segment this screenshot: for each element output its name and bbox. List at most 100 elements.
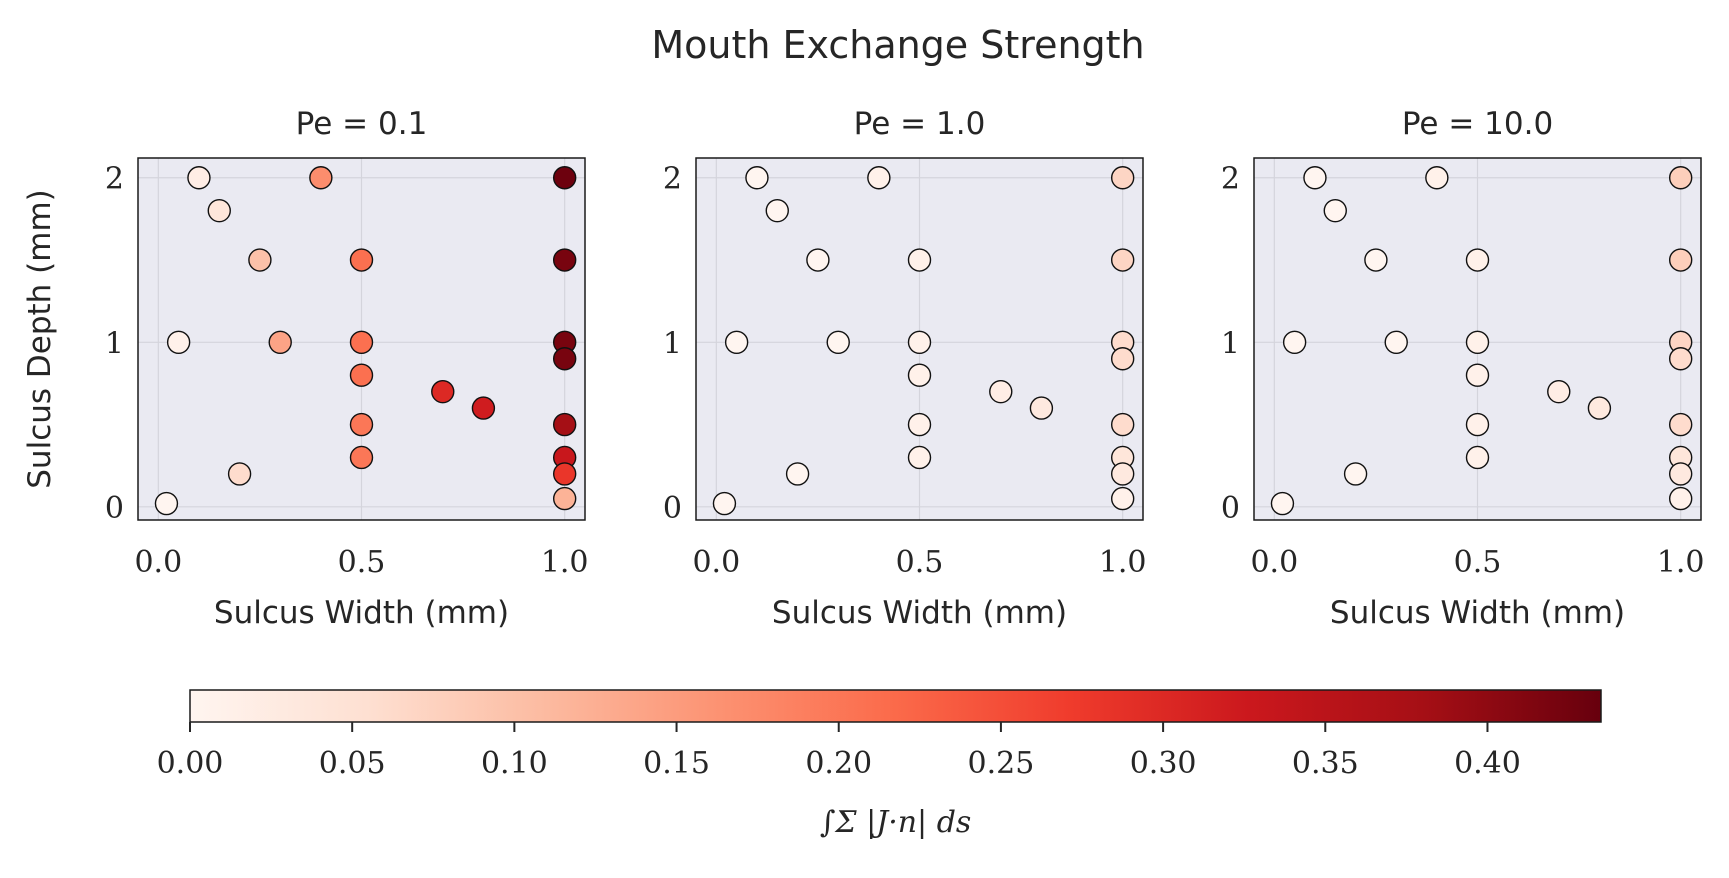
scatter-point: [907, 412, 932, 437]
scatter-point: [1465, 363, 1490, 387]
scatter-point: [907, 363, 932, 387]
colorbar-tick-label: 0.35: [1292, 746, 1359, 781]
scatter-point: [227, 462, 252, 486]
scatter-point: [765, 198, 789, 223]
y-tick-label: 0: [105, 491, 124, 526]
scatter-point: [349, 412, 374, 437]
axes-frame: [1253, 157, 1702, 521]
scatter-point: [1110, 347, 1135, 371]
y-tick-label: 1: [663, 326, 682, 361]
scatter-point: [907, 445, 932, 470]
panel-title: Pe = 1.0: [854, 106, 986, 142]
scatter-point: [1110, 412, 1135, 437]
scatter-point: [1270, 491, 1295, 516]
x-tick-label: 0.5: [896, 545, 944, 580]
y-tick-label: 0: [663, 491, 682, 526]
scatter-point: [1668, 462, 1693, 486]
scatter-point: [1668, 412, 1693, 437]
colorbar-label: ∫Σ |J·n| ds: [820, 805, 972, 840]
x-tick-label: 0.5: [1454, 545, 1502, 580]
panel-2: Pe = 1.0 0.0 0.5 1.0 0 1 2 Sulcus Width (mm): [663, 106, 1147, 631]
colorbar-tick-label: 0.25: [968, 746, 1035, 781]
axes-frame: [695, 157, 1144, 521]
y-tick-label: 2: [105, 162, 124, 197]
scatter-point: [1465, 330, 1490, 354]
y-tick-label: 2: [663, 162, 682, 197]
colorbar-tick-label: 0.20: [805, 746, 872, 781]
panel-title: Pe = 10.0: [1402, 106, 1553, 142]
scatter-point: [552, 248, 577, 272]
colorbar-tick-label: 0.15: [643, 746, 710, 781]
scatter-point: [867, 166, 891, 190]
x-tick-label: 0.0: [1250, 545, 1298, 580]
panels: Pe = 0.1 0.0 0.5 1.0 0 1 2 Sulcus Width (mm) Sul…: [22, 106, 1705, 631]
x-tick-label: 0.0: [134, 545, 182, 580]
colorbar-tick-label: 0.05: [319, 746, 386, 781]
scatter-point: [1384, 330, 1408, 354]
colorbar-frame: [189, 689, 1602, 723]
x-axis-label: Sulcus Width (mm): [772, 595, 1067, 631]
colorbar-tick-label: 0.40: [1454, 746, 1521, 781]
x-axis-label: Sulcus Width (mm): [1330, 595, 1625, 631]
scatter-point: [1465, 412, 1490, 437]
scatter-point: [1282, 330, 1307, 354]
scatter-point: [207, 198, 231, 223]
scatter-point: [552, 347, 577, 371]
scatter-point: [154, 491, 179, 516]
x-tick-label: 0.5: [338, 545, 386, 580]
y-tick-label: 0: [1221, 491, 1240, 526]
x-tick-label: 1.0: [1099, 545, 1147, 580]
scatter-point: [1465, 445, 1490, 470]
scatter-point: [552, 166, 577, 190]
scatter-point: [1110, 486, 1135, 511]
colorbar: 0.00 0.05 0.10 0.15 0.20 0.25 0.30 0.35 0.40 ∫Σ |…: [157, 689, 1602, 840]
scatter-point: [806, 248, 830, 272]
scatter-point: [552, 486, 577, 511]
y-tick-label: 1: [105, 326, 124, 361]
scatter-point: [248, 248, 272, 272]
scatter-point: [712, 491, 737, 516]
scatter-point: [1465, 248, 1490, 272]
y-tick-label: 2: [1221, 162, 1240, 197]
scatter-point: [471, 396, 496, 420]
scatter-point: [724, 330, 749, 354]
y-axis-label: Sulcus Depth (mm): [22, 189, 58, 489]
scatter-point: [309, 166, 333, 190]
scatter-point: [552, 462, 577, 486]
axes-frame: [137, 157, 586, 521]
x-axis-label: Sulcus Width (mm): [214, 595, 509, 631]
scatter-point: [349, 445, 374, 470]
x-tick-label: 1.0: [1657, 545, 1705, 580]
scatter-point: [431, 379, 455, 404]
scatter-point: [1323, 198, 1347, 223]
scatter-point: [1110, 166, 1135, 190]
scatter-point: [1425, 166, 1449, 190]
scatter-point: [1547, 379, 1571, 404]
scatter-point: [166, 330, 191, 354]
scatter-point: [745, 166, 769, 190]
scatter-point: [187, 166, 211, 190]
scatter-point: [1668, 248, 1693, 272]
scatter-point: [1668, 486, 1693, 511]
colorbar-tick-label: 0.00: [157, 746, 224, 781]
colorbar-tick-label: 0.30: [1130, 746, 1197, 781]
x-tick-label: 0.0: [692, 545, 740, 580]
scatter-point: [1668, 347, 1693, 371]
scatter-point: [907, 330, 932, 354]
scatter-point: [349, 330, 374, 354]
scatter-point: [785, 462, 810, 486]
x-tick-label: 1.0: [541, 545, 589, 580]
scatter-point: [1110, 462, 1135, 486]
colorbar-gradient: [190, 690, 1601, 722]
panel-1: Pe = 0.1 0.0 0.5 1.0 0 1 2 Sulcus Width (mm) Sul…: [22, 106, 589, 631]
scatter-point: [907, 248, 932, 272]
scatter-point: [1587, 396, 1612, 420]
scatter-point: [349, 248, 374, 272]
scatter-point: [1110, 248, 1135, 272]
scatter-point: [1364, 248, 1388, 272]
scatter-point: [989, 379, 1013, 404]
panel-title: Pe = 0.1: [296, 106, 428, 142]
scatter-point: [552, 412, 577, 437]
figure-title: Mouth Exchange Strength: [651, 23, 1144, 67]
